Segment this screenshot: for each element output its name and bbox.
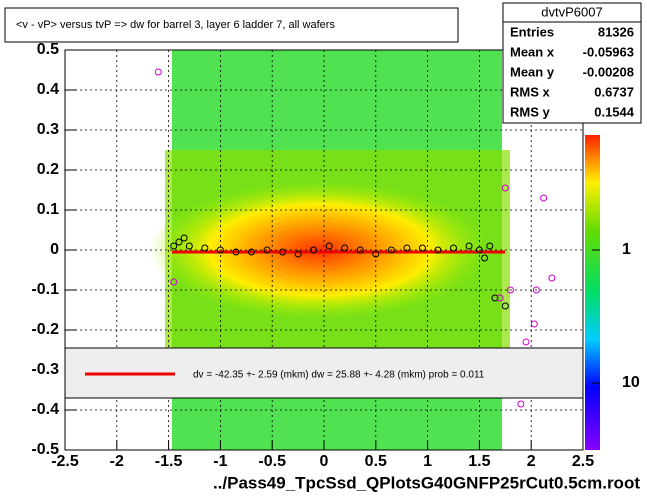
stats-value: 0.1544 (594, 104, 635, 119)
point (170, 242, 178, 250)
point (540, 194, 548, 202)
y-tick-label: -0.1 (31, 281, 59, 298)
title-box (4, 7, 459, 43)
stats-label: Mean y (510, 64, 555, 79)
point (501, 184, 509, 192)
y-tick-label: -0.3 (31, 361, 59, 378)
point (170, 278, 178, 286)
z-tick-label: 10 (622, 374, 640, 391)
point (522, 338, 530, 346)
stats-label: RMS y (510, 104, 551, 119)
x-tick-label: 1.5 (468, 453, 490, 470)
point (180, 234, 188, 242)
y-tick-label: -0.4 (31, 401, 59, 418)
point (548, 274, 556, 282)
x-tick-label: 2 (527, 453, 536, 470)
y-tick-label: 0.3 (37, 121, 59, 138)
point (403, 244, 411, 252)
point (294, 250, 302, 258)
point (496, 294, 504, 302)
point (201, 244, 209, 252)
point (279, 248, 287, 256)
color-bar (585, 135, 600, 450)
z-tick-label: 1 (622, 241, 631, 258)
y-tick-label: -0.5 (31, 441, 59, 458)
stats-label: Mean x (510, 44, 555, 59)
y-tick-label: 0.4 (37, 81, 59, 98)
point (263, 246, 271, 254)
point (154, 68, 162, 76)
point (501, 302, 509, 310)
x-tick-label: 2.5 (572, 453, 594, 470)
point (175, 238, 183, 246)
x-tick-label: -2.5 (51, 453, 79, 470)
stats-value: -0.05963 (583, 44, 634, 59)
point (491, 294, 499, 302)
point (216, 246, 224, 254)
fit-text: dv = -42.35 +- 2.59 (mkm) dw = 25.88 +- … (193, 370, 485, 381)
marks (154, 68, 556, 408)
point (486, 242, 494, 250)
stats-box: dvtvP6007 Entries 81326 Mean x -0.05963 Mean… (502, 2, 642, 124)
x-tick-label: 0 (320, 453, 329, 470)
point (325, 242, 333, 250)
point (450, 244, 457, 252)
point (372, 250, 380, 258)
x-tick-label: 1 (423, 453, 432, 470)
x-tick-label: -1 (213, 453, 227, 470)
y-tick-label: 0.2 (37, 161, 59, 178)
point (387, 246, 395, 254)
point (481, 254, 489, 262)
point (418, 244, 426, 252)
x-tick-label: 0.5 (365, 453, 387, 470)
point (475, 246, 483, 254)
stats-label: RMS x (510, 84, 551, 99)
point (247, 248, 255, 256)
x-axis-label: ../Pass49_TpcSsd_QPlotsG40GNFP25rCut0.5c… (213, 473, 640, 492)
stats-value: 81326 (598, 24, 634, 39)
y-tick-label: 0 (50, 241, 59, 258)
y-tick-label: 0.1 (37, 201, 59, 218)
y-tick-label: -0.2 (31, 321, 59, 338)
x-tick-label: -1.5 (155, 453, 183, 470)
point (506, 286, 514, 294)
stats-title: dvtvP6007 (541, 4, 602, 19)
point (310, 246, 318, 254)
point (341, 244, 349, 252)
point (185, 242, 193, 250)
stats-value: 0.6737 (594, 84, 634, 99)
point (434, 246, 442, 254)
x-tick-label: -2 (110, 453, 124, 470)
point (530, 320, 538, 328)
stats-label: Entries (510, 24, 554, 39)
point (232, 248, 240, 256)
point (517, 400, 525, 408)
chart-title: <v - vP> versus tvP => dw for barrel 3, … (16, 19, 335, 31)
y-tick-label: 0.5 (37, 41, 59, 58)
point (532, 286, 540, 294)
point (356, 246, 364, 254)
x-tick-label: -0.5 (258, 453, 286, 470)
point (465, 242, 473, 250)
stats-frame (502, 2, 642, 124)
stats-value: -0.00208 (583, 64, 634, 79)
